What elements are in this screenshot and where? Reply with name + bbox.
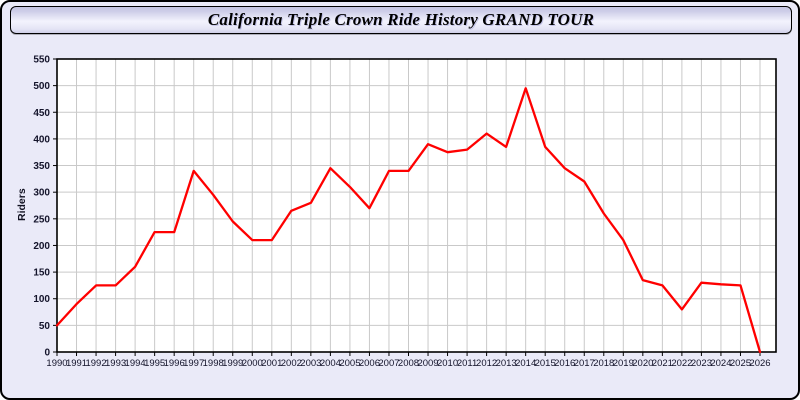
- x-tick-label: 2015: [535, 358, 556, 369]
- plot-area: [57, 59, 776, 352]
- plot-frame: [56, 58, 777, 353]
- x-tick-label: 2007: [378, 358, 399, 369]
- y-tick-label: 300: [33, 188, 50, 199]
- x-tick-label: 2005: [339, 358, 360, 369]
- title-bar: California Triple Crown Ride History GRA…: [10, 6, 792, 34]
- chart-title: California Triple Crown Ride History GRA…: [207, 10, 595, 29]
- riders-series-line: [55, 87, 762, 354]
- x-tick-label: 2012: [476, 358, 497, 369]
- x-tick-label: 1997: [183, 358, 204, 369]
- x-tick-label: 2010: [437, 358, 458, 369]
- y-tick-label: 50: [39, 321, 51, 332]
- x-tick-label: 1992: [85, 358, 106, 369]
- y-tick-label: 200: [33, 241, 50, 252]
- x-tick-label: 1991: [66, 358, 87, 369]
- x-tick-label: 2001: [261, 358, 282, 369]
- x-tick-label: 2019: [613, 358, 634, 369]
- y-axis: 0 50 100 150 200 250 300 350 400 450 500 550: [33, 55, 57, 359]
- y-tick-label: 0: [44, 348, 50, 359]
- y-tick-label: 150: [33, 268, 50, 279]
- x-tick-label: 2018: [593, 358, 614, 369]
- x-tick-label: 2009: [417, 358, 438, 369]
- x-tick-label: 2004: [320, 358, 341, 369]
- x-tick-label: 2003: [300, 358, 321, 369]
- x-tick-label: 1995: [144, 358, 165, 369]
- y-tick-label: 500: [33, 81, 50, 92]
- x-tick-label: 1998: [203, 358, 224, 369]
- gridlines: [56, 58, 776, 352]
- x-tick-label: 2000: [242, 358, 263, 369]
- x-tick-label: 2002: [281, 358, 302, 369]
- x-tick-label: 2016: [554, 358, 575, 369]
- y-axis-title: Riders: [16, 188, 28, 221]
- x-tick-label: 2006: [359, 358, 380, 369]
- x-tick-label: 2013: [496, 358, 517, 369]
- x-tick-label: 2026: [749, 358, 770, 369]
- x-tick-label: 2024: [710, 358, 731, 369]
- y-tick-label: 350: [33, 161, 50, 172]
- y-tick-label: 550: [33, 55, 50, 66]
- x-tick-label: 1994: [125, 358, 146, 369]
- x-tick-label: 2025: [730, 358, 751, 369]
- y-tick-label: 100: [33, 294, 50, 305]
- y-tick-label: 400: [33, 134, 50, 145]
- x-tick-label: 2008: [398, 358, 419, 369]
- x-axis: 1990199119921993199419951996199719981999…: [46, 352, 771, 369]
- x-tick-label: 2014: [515, 358, 536, 369]
- x-tick-label: 2011: [457, 358, 477, 369]
- y-tick-label: 450: [33, 108, 50, 119]
- x-tick-label: 1996: [164, 358, 185, 369]
- y-tick-label: 250: [33, 214, 50, 225]
- x-tick-label: 2020: [632, 358, 653, 369]
- x-tick-label: 1993: [105, 358, 126, 369]
- x-tick-label: 1990: [46, 358, 67, 369]
- x-tick-label: 1999: [222, 358, 243, 369]
- x-tick-label: 2017: [574, 358, 595, 369]
- x-tick-label: 2023: [691, 358, 712, 369]
- x-tick-label: 2021: [652, 358, 673, 369]
- x-tick-label: 2022: [671, 358, 692, 369]
